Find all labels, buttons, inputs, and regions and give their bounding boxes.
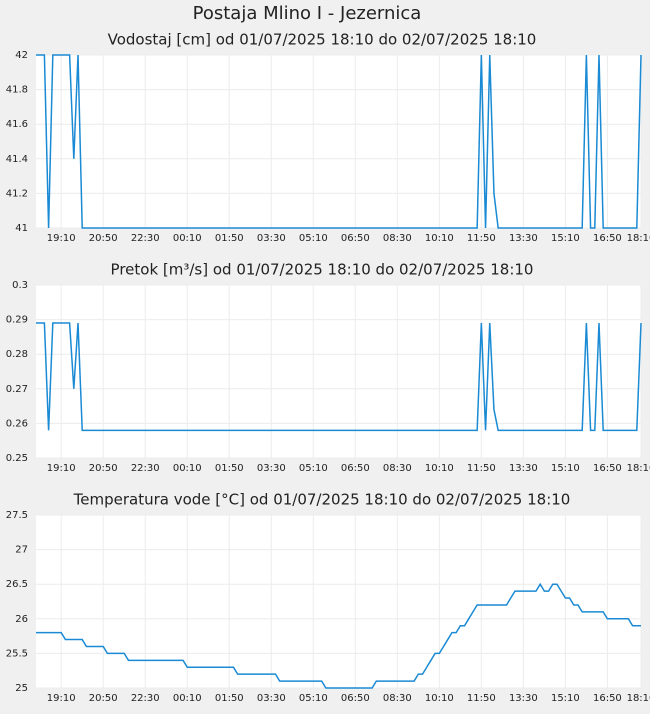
x-tick-label: 19:10 xyxy=(47,463,76,474)
y-tick-label: 0.26 xyxy=(6,418,28,429)
x-tick-label: 13:30 xyxy=(509,463,538,474)
x-tick-label: 10:10 xyxy=(425,463,454,474)
y-tick-label: 41.8 xyxy=(6,85,28,96)
x-tick-label: 18:10 xyxy=(627,463,650,474)
x-tick-label: 19:10 xyxy=(47,233,76,244)
x-tick-label: 19:10 xyxy=(47,693,76,704)
x-tick-label: 05:10 xyxy=(299,463,328,474)
y-tick-label: 0.28 xyxy=(6,349,28,360)
x-tick-label: 03:30 xyxy=(257,693,286,704)
y-tick-label: 0.25 xyxy=(6,453,28,464)
x-tick-label: 01:50 xyxy=(215,693,244,704)
y-tick-label: 0.27 xyxy=(6,384,28,395)
y-tick-label: 0.3 xyxy=(12,280,28,291)
x-tick-label: 11:50 xyxy=(467,463,496,474)
y-tick-label: 26 xyxy=(15,614,28,625)
y-tick-label: 41 xyxy=(15,223,28,234)
x-tick-label: 10:10 xyxy=(425,233,454,244)
x-tick-label: 01:50 xyxy=(215,233,244,244)
x-tick-label: 06:50 xyxy=(341,463,370,474)
x-tick-label: 20:50 xyxy=(89,233,118,244)
chart-title: Pretok [m³/s] od 01/07/2025 18:10 do 02/… xyxy=(111,261,534,279)
x-tick-label: 22:30 xyxy=(131,693,160,704)
plot-area xyxy=(36,285,641,458)
x-tick-label: 11:50 xyxy=(467,693,496,704)
chart-title: Vodostaj [cm] od 01/07/2025 18:10 do 02/… xyxy=(108,31,537,49)
x-tick-label: 08:30 xyxy=(383,233,412,244)
x-tick-label: 03:30 xyxy=(257,233,286,244)
x-tick-label: 08:30 xyxy=(383,463,412,474)
x-tick-label: 06:50 xyxy=(341,693,370,704)
x-tick-label: 11:50 xyxy=(467,233,496,244)
x-tick-label: 16:50 xyxy=(593,463,622,474)
x-tick-label: 20:50 xyxy=(89,463,118,474)
x-tick-label: 03:30 xyxy=(257,463,286,474)
x-tick-label: 10:10 xyxy=(425,693,454,704)
plot-area xyxy=(36,55,641,228)
x-tick-label: 22:30 xyxy=(131,233,160,244)
x-tick-label: 16:50 xyxy=(593,693,622,704)
x-tick-label: 05:10 xyxy=(299,693,328,704)
x-tick-label: 22:30 xyxy=(131,463,160,474)
x-tick-label: 16:50 xyxy=(593,233,622,244)
x-tick-label: 00:10 xyxy=(173,693,202,704)
y-tick-label: 25.5 xyxy=(6,648,28,659)
data-line xyxy=(36,582,641,689)
plot-area xyxy=(36,515,641,688)
x-tick-label: 00:10 xyxy=(173,233,202,244)
y-tick-label: 27.5 xyxy=(6,510,28,521)
data-line xyxy=(36,322,642,432)
y-tick-label: 42 xyxy=(15,50,28,61)
x-tick-label: 20:50 xyxy=(89,693,118,704)
y-tick-label: 41.2 xyxy=(6,188,28,199)
x-tick-label: 18:10 xyxy=(627,693,650,704)
y-tick-label: 27 xyxy=(15,545,28,556)
x-tick-label: 05:10 xyxy=(299,233,328,244)
y-tick-label: 25 xyxy=(15,683,28,694)
y-tick-label: 41.4 xyxy=(6,154,28,165)
x-tick-label: 01:50 xyxy=(215,463,244,474)
x-tick-label: 15:10 xyxy=(551,463,580,474)
x-tick-label: 06:50 xyxy=(341,233,370,244)
chart-title: Temperatura vode [°C] od 01/07/2025 18:1… xyxy=(73,491,571,509)
y-tick-label: 41.6 xyxy=(6,119,28,130)
y-tick-label: 26.5 xyxy=(6,579,28,590)
x-tick-label: 15:10 xyxy=(551,233,580,244)
x-tick-label: 08:30 xyxy=(383,693,412,704)
page-title: Postaja Mlino I - Jezernica xyxy=(193,3,422,24)
x-tick-label: 18:10 xyxy=(627,233,650,244)
y-tick-label: 0.29 xyxy=(6,315,28,326)
x-tick-label: 15:10 xyxy=(551,693,580,704)
x-tick-label: 13:30 xyxy=(509,693,538,704)
x-tick-label: 00:10 xyxy=(173,463,202,474)
data-line xyxy=(36,54,642,229)
x-tick-label: 13:30 xyxy=(509,233,538,244)
